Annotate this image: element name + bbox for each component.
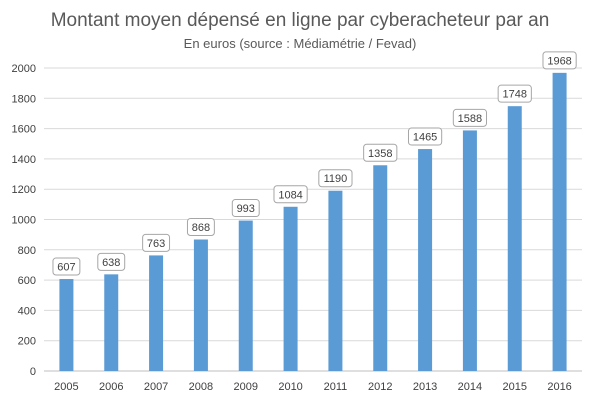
- y-tick-label: 1200: [12, 184, 36, 196]
- x-tick-label: 2010: [278, 381, 302, 393]
- data-label: 1968: [547, 55, 571, 67]
- data-label: 1358: [368, 148, 392, 160]
- bar: [283, 206, 298, 371]
- chart-title: Montant moyen dépensé en ligne par cyber…: [50, 10, 550, 31]
- data-label: 1748: [503, 89, 527, 101]
- data-label-box: [452, 108, 488, 127]
- x-tick-label: 2014: [458, 381, 482, 393]
- data-label-box: [142, 233, 171, 252]
- bar: [507, 106, 522, 371]
- x-tick-label: 2012: [368, 381, 392, 393]
- data-label-box: [97, 252, 126, 271]
- y-tick-label: 600: [18, 275, 36, 287]
- bar: [552, 72, 567, 372]
- data-label-box: [186, 217, 215, 236]
- bar: [193, 239, 208, 371]
- data-label-box: [363, 143, 398, 162]
- y-tick-label: 1000: [12, 215, 36, 227]
- y-tick-label: 1800: [12, 93, 36, 105]
- data-label-box: [231, 199, 260, 218]
- x-tick-label: 2005: [54, 381, 78, 393]
- bar: [328, 190, 343, 371]
- data-label-box: [273, 185, 308, 204]
- data-label: 868: [192, 222, 210, 234]
- data-label-box: [407, 127, 443, 146]
- bar: [418, 149, 433, 371]
- data-label: 607: [57, 262, 75, 274]
- chart-subtitle: En euros (source : Médiamétrie / Fevad): [183, 36, 417, 51]
- bar: [238, 220, 253, 371]
- x-tick-label: 2008: [189, 381, 213, 393]
- data-label: 1190: [324, 173, 348, 185]
- data-label: 1084: [278, 189, 302, 201]
- y-tick-label: 400: [18, 305, 36, 317]
- x-tick-label: 2009: [234, 381, 258, 393]
- x-tick-label: 2006: [99, 381, 123, 393]
- x-tick-label: 2015: [503, 381, 527, 393]
- data-label: 993: [237, 203, 255, 215]
- x-tick-label: 2016: [547, 381, 571, 393]
- y-tick-label: 2000: [12, 63, 36, 75]
- y-tick-label: 800: [18, 245, 36, 257]
- data-label-box: [318, 169, 353, 188]
- y-tick-label: 1400: [12, 154, 36, 166]
- data-label-box: [497, 84, 532, 103]
- bar: [149, 255, 164, 371]
- bar: [59, 279, 74, 371]
- data-label-box: [542, 51, 577, 70]
- y-tick-label: 1600: [12, 124, 36, 136]
- bar: [373, 165, 388, 371]
- x-tick-label: 2007: [144, 381, 168, 393]
- data-label: 1465: [413, 132, 437, 144]
- y-tick-label: 200: [18, 336, 36, 348]
- x-tick-label: 2011: [324, 381, 348, 393]
- bar: [462, 130, 477, 371]
- data-label: 763: [147, 238, 165, 250]
- bar: [104, 274, 119, 371]
- y-tick-label: 0: [30, 366, 36, 378]
- data-label: 1588: [458, 113, 482, 125]
- x-tick-label: 2013: [413, 381, 437, 393]
- data-label: 638: [102, 257, 120, 269]
- data-label-box: [52, 257, 81, 276]
